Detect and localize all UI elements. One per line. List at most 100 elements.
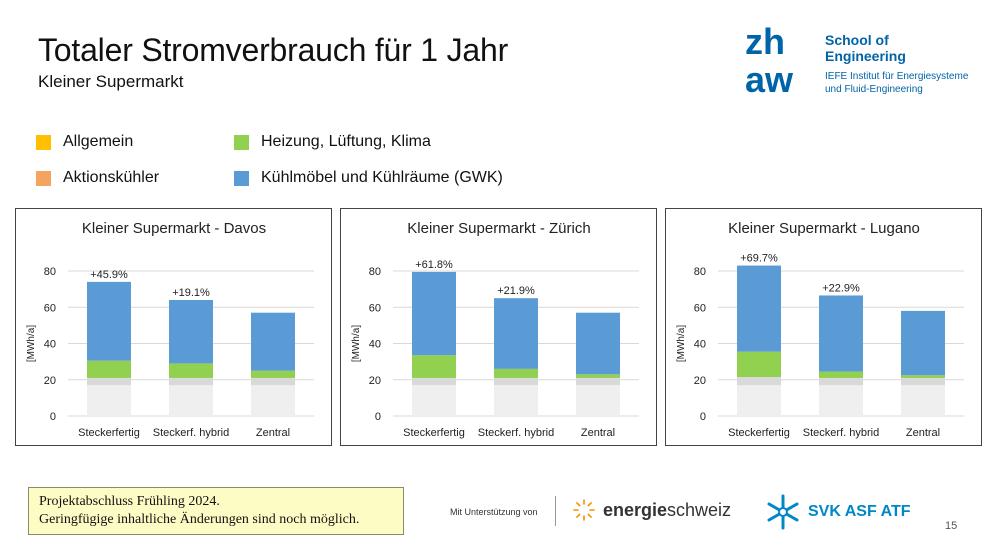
zhaw-logo-icon: zh aw (745, 24, 794, 96)
svk-logo-text: SVK ASF ATF (808, 503, 911, 520)
bar-segment (819, 295, 863, 372)
bar-segment (819, 385, 863, 416)
legend-label: Allgemein (63, 133, 134, 150)
bar-annotation: +61.8% (415, 259, 453, 271)
legend-item-aktionskuehler: Aktionskühler (36, 169, 159, 187)
bar-segment (494, 377, 538, 386)
energieschweiz-sun-icon (573, 499, 595, 521)
bar-segment (819, 371, 863, 378)
y-tick-label: 40 (44, 339, 56, 351)
bar-segment (494, 385, 538, 416)
support-text: Mit Unterstützung von (450, 507, 538, 517)
x-tick-label: Steckerf. hybrid (803, 427, 879, 439)
y-tick-label: 20 (44, 375, 56, 387)
bar-segment (494, 368, 538, 378)
x-tick-label: Zentral (256, 427, 290, 439)
bar-segment (737, 351, 781, 378)
chart-panel-lugano: Kleiner Supermarkt - Lugano [MWh/a] 0 20 40 6… (665, 208, 982, 446)
y-tick-label: 60 (369, 302, 381, 314)
bar-segment (169, 363, 213, 378)
legend-swatch (36, 134, 51, 150)
bar-segment (737, 377, 781, 386)
svg-text:aw: aw (745, 59, 794, 96)
chart-title: Kleiner Supermarkt - Lugano (728, 220, 920, 237)
y-axis-label: [MWh/a] (676, 325, 687, 362)
bar-annotation: +21.9% (497, 285, 535, 297)
y-tick-label: 80 (369, 266, 381, 278)
chart-davos: Kleiner Supermarkt - Davos [MWh/a] 0 20 40 60… (26, 220, 314, 439)
y-tick-label: 40 (694, 339, 706, 351)
bar-segment (737, 265, 781, 352)
legend-label: Heizung, Lüftung, Klima (261, 133, 431, 150)
y-tick-label: 60 (44, 302, 56, 314)
bar-segment (87, 377, 131, 386)
x-tick-label: Steckerfertig (78, 427, 140, 439)
chart-panel-davos: Kleiner Supermarkt - Davos [MWh/a] 0 20 40 60… (15, 208, 332, 446)
legend-item-allgemein: Allgemein (36, 133, 133, 151)
page-title: Totaler Stromverbrauch für 1 Jahr (38, 32, 509, 68)
bar-segment (576, 374, 620, 378)
svg-text:zh: zh (745, 24, 785, 62)
bar-segment (87, 385, 131, 416)
note-line-2: Geringfügige inhaltliche Änderungen sind… (39, 512, 360, 527)
y-tick-label: 80 (694, 266, 706, 278)
bar-segment (412, 271, 456, 356)
legend-label: Aktionskühler (63, 169, 160, 186)
bar-segment (412, 355, 456, 378)
legend-swatch (36, 170, 51, 186)
bar-segment (576, 377, 620, 386)
bar-segment (169, 377, 213, 386)
bar-segment (251, 377, 295, 386)
bar-segment (576, 312, 620, 375)
y-tick-label: 0 (375, 411, 381, 423)
logo-institute-text: IEFE Institut für Energiesysteme und Flu… (825, 71, 969, 95)
bar-segment (169, 300, 213, 364)
y-tick-label: 80 (44, 266, 56, 278)
chart-panel-zuerich: Kleiner Supermarkt - Zürich [MWh/a] 0 20 40 6… (340, 208, 657, 446)
legend-swatch (234, 134, 249, 150)
bar-segment (819, 377, 863, 386)
footer-divider (555, 496, 556, 526)
bar-annotation: +22.9% (822, 282, 860, 294)
y-axis-label: [MWh/a] (26, 325, 37, 362)
x-tick-label: Zentral (581, 427, 615, 439)
bar-segment (169, 385, 213, 416)
bar-segment (901, 377, 945, 386)
x-tick-label: Steckerfertig (403, 427, 465, 439)
bar-annotation: +19.1% (172, 287, 210, 299)
page-number: 15 (945, 520, 958, 532)
bar-segment (737, 385, 781, 416)
bar-segment (251, 312, 295, 371)
x-tick-label: Steckerf. hybrid (153, 427, 229, 439)
note-line-1: Projektabschluss Frühling 2024. (39, 494, 220, 509)
bar-segment (901, 375, 945, 378)
bar-segment (87, 281, 131, 361)
legend-item-hlk: Heizung, Lüftung, Klima (234, 133, 431, 151)
y-tick-label: 20 (369, 375, 381, 387)
y-axis-label: [MWh/a] (351, 325, 362, 362)
bar-segment (412, 377, 456, 386)
chart-title: Kleiner Supermarkt - Davos (82, 220, 266, 237)
y-tick-label: 20 (694, 375, 706, 387)
project-note: Projektabschluss Frühling 2024. Geringfü… (28, 487, 404, 535)
energieschweiz-logo-text: energieschweiz (603, 500, 732, 520)
chart-lugano: Kleiner Supermarkt - Lugano [MWh/a] 0 20 40 6… (676, 220, 964, 439)
y-tick-label: 40 (369, 339, 381, 351)
bar-segment (901, 310, 945, 376)
legend-label: Kühlmöbel und Kühlräume (GWK) (261, 169, 503, 186)
y-tick-label: 0 (700, 411, 706, 423)
svk-snowflake-icon (767, 494, 799, 530)
x-tick-label: Steckerf. hybrid (478, 427, 554, 439)
chart-zuerich: Kleiner Supermarkt - Zürich [MWh/a] 0 20 40 6… (351, 220, 639, 439)
zhaw-logo: zh aw School of Engineering IEFE Institu… (745, 24, 975, 99)
bar-segment (87, 360, 131, 378)
chart-title: Kleiner Supermarkt - Zürich (407, 220, 590, 237)
y-tick-label: 0 (50, 411, 56, 423)
legend: Allgemein Heizung, Lüftung, Klima Aktion… (36, 130, 596, 200)
y-tick-label: 60 (694, 302, 706, 314)
bar-segment (251, 385, 295, 416)
bar-segment (412, 385, 456, 416)
legend-item-gwk: Kühlmöbel und Kühlräume (GWK) (234, 169, 503, 187)
bar-annotation: +69.7% (740, 253, 778, 265)
bar-segment (901, 385, 945, 416)
